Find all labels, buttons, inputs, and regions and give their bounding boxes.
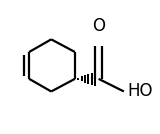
Text: HO: HO (127, 82, 152, 100)
Text: O: O (92, 17, 105, 35)
